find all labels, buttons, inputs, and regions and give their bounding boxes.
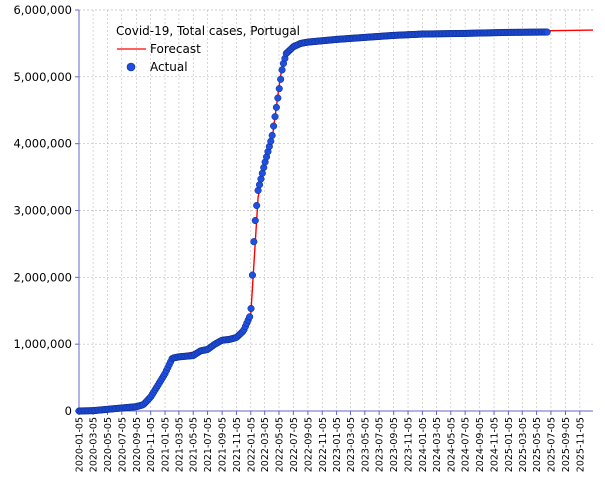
x-tick-label: 2024-07-05 <box>461 417 472 472</box>
actual-point <box>270 122 278 130</box>
actual-point <box>267 137 275 145</box>
x-tick-label: 2020-07-05 <box>117 417 128 472</box>
x-tick-label: 2023-05-05 <box>360 417 371 472</box>
y-tick-label: 3,000,000 <box>13 204 72 218</box>
x-tick-label: 2023-11-05 <box>404 417 415 472</box>
y-tick-label: 2,000,000 <box>13 270 72 284</box>
actual-point <box>253 201 261 210</box>
x-tick-label: 2022-09-05 <box>303 417 314 472</box>
actual-point <box>250 238 258 246</box>
actual-point <box>543 28 551 36</box>
x-tick-label: 2021-01-05 <box>161 417 172 472</box>
x-tick-label: 2025-07-05 <box>546 417 557 472</box>
x-axis: 2020-01-05 2020-03-05 2020-05-05 2020-07-05… <box>75 410 593 472</box>
x-tick-label: 2025-09-05 <box>561 417 572 472</box>
actual-point <box>246 313 254 321</box>
x-tick-label: 2022-11-05 <box>318 417 329 472</box>
x-tick-label: 2020-05-05 <box>103 417 114 472</box>
x-tick-label: 2021-03-05 <box>174 417 185 472</box>
x-tick-label: 2020-09-05 <box>132 417 143 472</box>
x-tick-label: 2022-01-05 <box>246 417 257 472</box>
x-tick-label: 2023-07-05 <box>375 417 386 472</box>
actual-point <box>277 75 285 83</box>
actual-point <box>271 113 279 121</box>
x-tick-label: 2025-03-05 <box>518 417 529 472</box>
y-tick-label: 4,000,000 <box>13 137 72 151</box>
legend-actual-label: Actual <box>150 60 188 74</box>
x-tick-label: 2024-05-05 <box>446 417 457 472</box>
actual-point <box>275 85 283 93</box>
x-tick-label: 2025-05-05 <box>532 417 543 472</box>
x-tick-label: 2025-01-05 <box>504 417 515 472</box>
legend: Covid-19, Total cases, Portugal Forecast… <box>116 24 300 74</box>
x-tick-label: 2023-01-05 <box>332 417 343 472</box>
x-tick-label: 2021-05-05 <box>189 417 200 472</box>
actual-point <box>268 131 276 139</box>
actual-point <box>278 66 286 74</box>
x-tick-label: 2020-11-05 <box>146 417 157 472</box>
x-tick-label: 2021-07-05 <box>203 417 214 472</box>
x-tick-label: 2024-03-05 <box>432 417 443 472</box>
x-tick-label: 2022-05-05 <box>275 417 286 472</box>
actual-point <box>251 216 259 225</box>
actual-point <box>247 304 255 313</box>
x-tick-label: 2023-09-05 <box>389 417 400 472</box>
x-tick-label: 2023-03-05 <box>346 417 357 472</box>
gridlines <box>78 9 593 411</box>
x-tick-label: 2021-09-05 <box>218 417 229 472</box>
y-tick-label: 6,000,000 <box>13 3 72 17</box>
y-tick-label: 5,000,000 <box>13 70 72 84</box>
x-tick-label: 2024-09-05 <box>475 417 486 472</box>
x-tick-label: 2022-07-05 <box>289 417 300 472</box>
x-tick-label: 2022-03-05 <box>260 417 271 472</box>
x-tick-label: 2024-01-05 <box>418 417 429 472</box>
legend-forecast-label: Forecast <box>150 42 201 56</box>
forecast-series <box>78 29 594 412</box>
forecast-line <box>78 29 594 412</box>
actual-point <box>248 271 256 279</box>
y-tick-label: 1,000,000 <box>13 337 72 351</box>
chart-title: Covid-19, Total cases, Portugal <box>116 24 300 38</box>
y-tick-label: 0 <box>65 404 72 418</box>
x-tick-label: 2020-01-05 <box>75 417 86 472</box>
actual-series <box>75 28 551 415</box>
x-tick-label: 2024-11-05 <box>490 417 501 472</box>
y-axis: 0 1,000,000 2,000,000 3,000,000 4,000,000 5,0… <box>13 3 80 418</box>
x-tick-label: 2021-11-05 <box>232 417 243 472</box>
actual-point <box>274 94 282 102</box>
x-tick-label: 2025-11-05 <box>575 417 586 472</box>
legend-actual-marker <box>126 62 136 72</box>
x-tick-label: 2020-03-05 <box>89 417 100 472</box>
actual-point <box>272 103 280 111</box>
